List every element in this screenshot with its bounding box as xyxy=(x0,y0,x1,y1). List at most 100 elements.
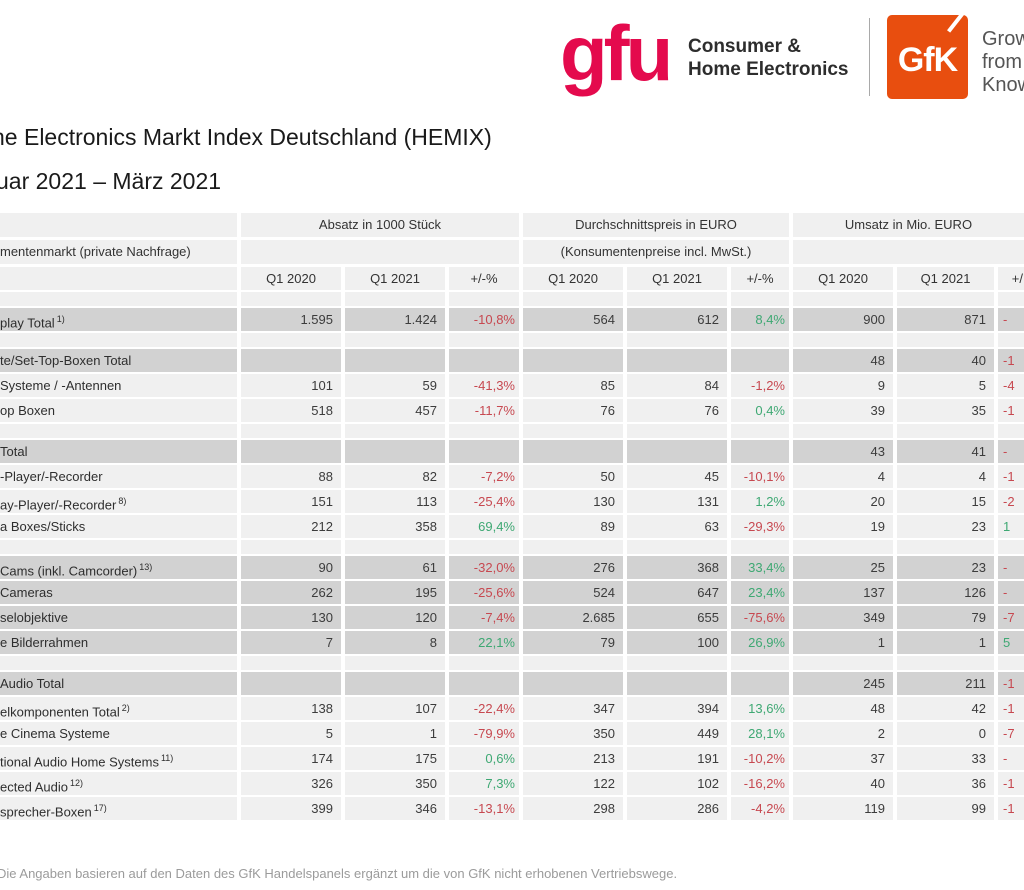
cell-a2: 113 xyxy=(345,490,445,513)
cell-a1 xyxy=(241,672,341,695)
cell-a1: 151 xyxy=(241,490,341,513)
cell-ap: -25,6% xyxy=(449,581,519,604)
gfu-tagline-line2: Home Electronics xyxy=(688,59,849,80)
spacer-cell xyxy=(793,540,893,554)
cell-p1: 213 xyxy=(523,747,623,770)
table-body: play Total 1) 1.595 1.424 -10,8% 564 612 8,4% 90… xyxy=(0,292,1024,820)
footnote-marker: 1) xyxy=(56,314,65,324)
cell-a2: 175 xyxy=(345,747,445,770)
cell-up: - xyxy=(998,308,1024,331)
spacer-cell xyxy=(998,292,1024,306)
spacer-cell xyxy=(449,540,519,554)
table-row: Cameras 262 195 -25,6% 524 647 23,4% 137 126- xyxy=(0,581,1024,604)
spacer-cell xyxy=(523,656,623,670)
row-label: Cameras xyxy=(0,581,237,604)
cell-ap: -13,1% xyxy=(449,797,519,820)
table-row: -Player/-Recorder 88 82 -7,2% 50 45 -10,1% 4 4 -1 xyxy=(0,465,1024,488)
cell-p1: 564 xyxy=(523,308,623,331)
spacer-cell xyxy=(731,540,789,554)
header-subtitle-absatz xyxy=(241,240,519,264)
table-row: Cams (inkl. Camcorder) 13) 90 61 -32,0% 276 36… xyxy=(0,556,1024,579)
row-label: tional Audio Home Systems 11) xyxy=(0,747,237,770)
spacer-cell xyxy=(345,292,445,306)
spacer-cell xyxy=(731,424,789,438)
spacer-cell xyxy=(345,333,445,347)
cell-pp: -10,2% xyxy=(731,747,789,770)
cell-u2: 0 xyxy=(897,722,994,745)
header-left-label: mentenmarkt (private Nachfrage) xyxy=(0,240,237,264)
cell-up: -1 xyxy=(998,672,1024,695)
cell-a2: 350 xyxy=(345,772,445,795)
cell-a1: 174 xyxy=(241,747,341,770)
cell-p1: 122 xyxy=(523,772,623,795)
cell-p2: 394 xyxy=(627,697,727,720)
cell-u2: 99 xyxy=(897,797,994,820)
cell-up: -1 xyxy=(998,797,1024,820)
cell-up: 5 xyxy=(998,631,1024,654)
cell-pp: 26,9% xyxy=(731,631,789,654)
cell-a1: 138 xyxy=(241,697,341,720)
spacer-cell xyxy=(731,656,789,670)
cell-a2: 358 xyxy=(345,515,445,538)
cell-ap: -41,3% xyxy=(449,374,519,397)
footnote-marker: 8) xyxy=(118,496,127,506)
cell-pp: 1,2% xyxy=(731,490,789,513)
table-row: elkomponenten Total 2) 138 107 -22,4% 347 394 1… xyxy=(0,697,1024,720)
cell-pp: 8,4% xyxy=(731,308,789,331)
cell-pp xyxy=(731,672,789,695)
spacer-cell xyxy=(627,292,727,306)
cell-p1 xyxy=(523,349,623,372)
column-header: Q1 2020 xyxy=(523,267,623,290)
cell-u2: 211 xyxy=(897,672,994,695)
cell-a1: 90 xyxy=(241,556,341,579)
cell-u2: 23 xyxy=(897,515,994,538)
cell-pp xyxy=(731,440,789,463)
column-header: Q1 2020 xyxy=(241,267,341,290)
table-row: op Boxen 518 457 -11,7% 76 76 0,4% 39 35 -1 xyxy=(0,399,1024,422)
cell-up: -1 xyxy=(998,349,1024,372)
cell-a2: 61 xyxy=(345,556,445,579)
gfk-tagline-line2: from xyxy=(982,51,1022,73)
column-header: +/ xyxy=(998,267,1024,290)
cell-p1 xyxy=(523,440,623,463)
cell-p2 xyxy=(627,440,727,463)
table-spacer-row xyxy=(0,424,1024,438)
cell-p1: 79 xyxy=(523,631,623,654)
cell-pp: 23,4% xyxy=(731,581,789,604)
cell-a1 xyxy=(241,349,341,372)
spacer-cell xyxy=(523,424,623,438)
cell-up: - xyxy=(998,556,1024,579)
cell-a2 xyxy=(345,672,445,695)
spacer-cell xyxy=(793,656,893,670)
cell-u2: 871 xyxy=(897,308,994,331)
cell-a1: 7 xyxy=(241,631,341,654)
cell-up: -1 xyxy=(998,465,1024,488)
cell-u1: 4 xyxy=(793,465,893,488)
cell-a2: 195 xyxy=(345,581,445,604)
spacer-cell xyxy=(0,292,237,306)
row-label: Total xyxy=(0,440,237,463)
cell-u1: 137 xyxy=(793,581,893,604)
cell-ap xyxy=(449,349,519,372)
cell-pp: 33,4% xyxy=(731,556,789,579)
spacer-cell xyxy=(627,424,727,438)
column-header: +/-% xyxy=(449,267,519,290)
table-row: Audio Total 245 211 -1 xyxy=(0,672,1024,695)
cell-p1: 130 xyxy=(523,490,623,513)
spacer-cell xyxy=(0,333,237,347)
table-header-subtitles: mentenmarkt (private Nachfrage) (Konsume… xyxy=(0,240,1024,264)
cell-u1: 245 xyxy=(793,672,893,695)
cell-p1: 50 xyxy=(523,465,623,488)
table-row: sprecher-Boxen 17) 399 346 -13,1% 298 286 -4,2%… xyxy=(0,797,1024,820)
spacer-cell xyxy=(998,656,1024,670)
column-header: Q1 2021 xyxy=(897,267,994,290)
row-label: Audio Total xyxy=(0,672,237,695)
spacer-cell xyxy=(449,292,519,306)
cell-u2: 79 xyxy=(897,606,994,629)
cell-u2: 41 xyxy=(897,440,994,463)
cell-p1: 276 xyxy=(523,556,623,579)
spacer-cell xyxy=(345,656,445,670)
cell-p2: 76 xyxy=(627,399,727,422)
cell-up: -1 xyxy=(998,772,1024,795)
